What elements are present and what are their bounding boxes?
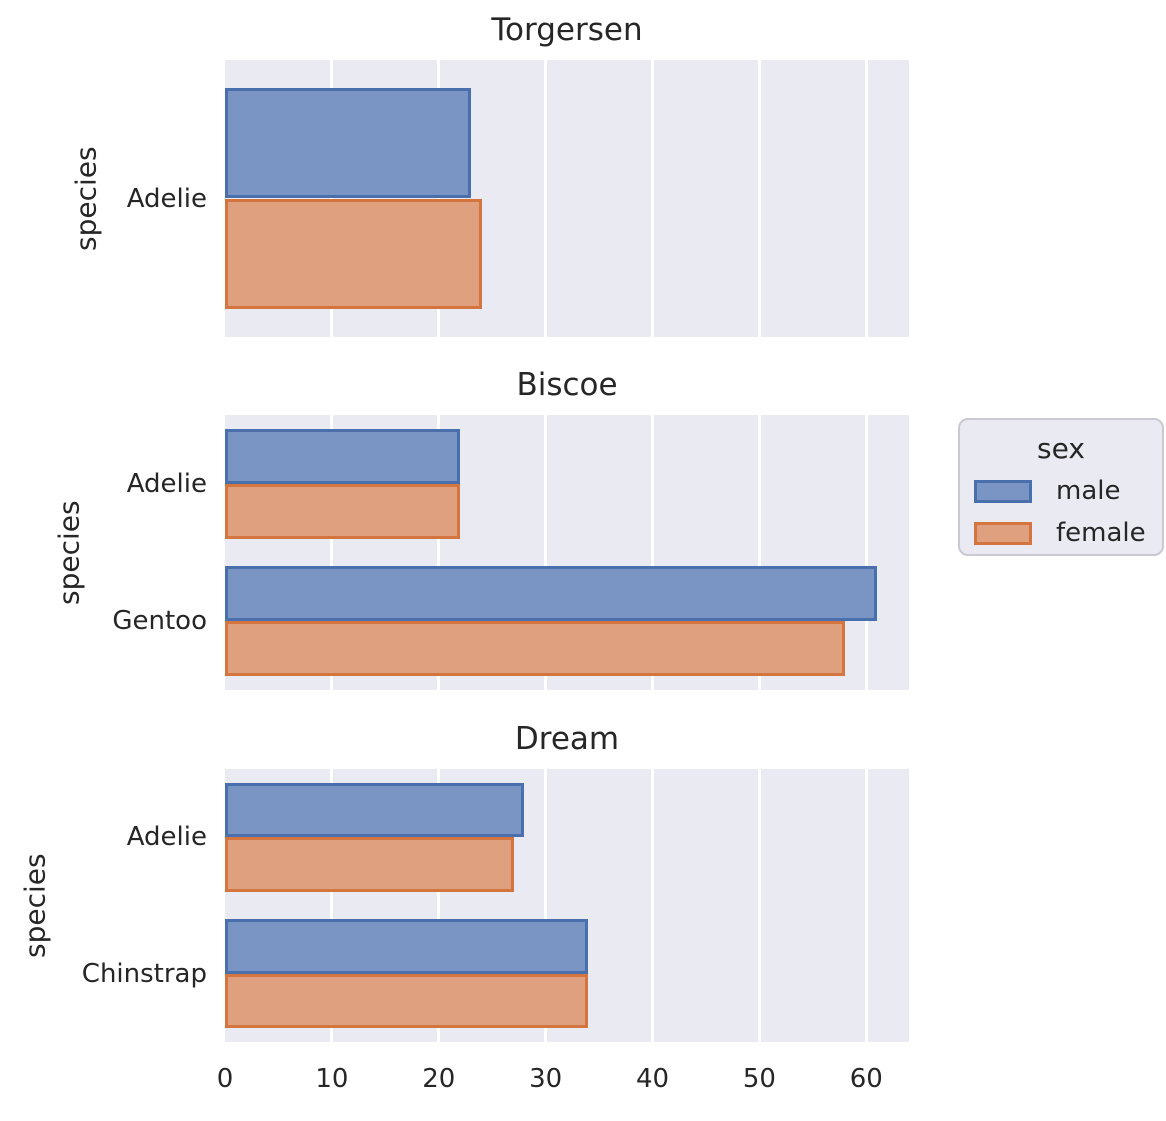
xtick-label-50: 50 bbox=[742, 1064, 776, 1094]
female-swatch-icon bbox=[974, 521, 1032, 545]
gridline-x40 bbox=[651, 415, 654, 690]
gridline-x40 bbox=[651, 60, 654, 337]
subplot-title-dream: Dream bbox=[514, 721, 620, 757]
xtick-label-40: 40 bbox=[635, 1064, 670, 1094]
gridline-x50 bbox=[757, 60, 761, 337]
gridline-x60 bbox=[864, 415, 868, 690]
ytick-dream-chinstrap: Chinstrap bbox=[81, 959, 207, 989]
xtick-label-30: 30 bbox=[529, 1064, 563, 1094]
ylabel-biscoe: species bbox=[52, 500, 86, 605]
gridline-x30 bbox=[544, 415, 548, 690]
gridline-x20 bbox=[437, 769, 441, 1042]
bar-dream-chinstrap-female bbox=[225, 973, 589, 1029]
gridline-x20 bbox=[437, 415, 441, 690]
gridline-x10 bbox=[330, 415, 334, 690]
bar-biscoe-adelie-male bbox=[225, 428, 461, 484]
ytick-biscoe-gentoo: Gentoo bbox=[112, 606, 207, 636]
ytick-dream-adelie: Adelie bbox=[126, 822, 207, 852]
gridline-x30 bbox=[544, 769, 548, 1042]
bar-dream-adelie-male bbox=[225, 782, 525, 838]
bar-torgersen-adelie-male bbox=[225, 87, 471, 199]
gridline-x60 bbox=[864, 769, 868, 1042]
axes-torgersen bbox=[225, 60, 909, 337]
ylabel-dream: species bbox=[18, 853, 52, 958]
ylabel-torgersen: species bbox=[69, 146, 103, 251]
legend-label-female: female bbox=[1056, 518, 1146, 548]
bar-biscoe-gentoo-male bbox=[225, 566, 877, 622]
gridline-x50 bbox=[757, 769, 761, 1042]
gridline-x50 bbox=[757, 415, 761, 690]
bar-dream-adelie-female bbox=[225, 837, 514, 892]
legend-title: sex bbox=[1037, 432, 1085, 465]
legend-entry-female: female bbox=[974, 516, 1148, 550]
xtick-label-60: 60 bbox=[849, 1064, 883, 1094]
ytick-torgersen-adelie: Adelie bbox=[126, 184, 207, 214]
male-swatch-icon bbox=[974, 479, 1032, 503]
ytick-biscoe-adelie: Adelie bbox=[126, 469, 207, 499]
bar-biscoe-adelie-female bbox=[225, 483, 461, 539]
subplot-title-biscoe: Biscoe bbox=[516, 367, 618, 403]
gridline-x40 bbox=[651, 769, 654, 1042]
gridline-x60 bbox=[864, 60, 868, 337]
axes-biscoe bbox=[225, 415, 909, 690]
axes-dream bbox=[225, 769, 909, 1042]
xtick-label-20: 20 bbox=[422, 1064, 456, 1094]
gridline-x30 bbox=[544, 60, 548, 337]
legend-box: sex male female bbox=[958, 418, 1164, 556]
gridline-x10 bbox=[330, 769, 334, 1042]
bar-torgersen-adelie-female bbox=[225, 198, 482, 310]
bar-dream-chinstrap-male bbox=[225, 919, 589, 974]
xtick-label-10: 10 bbox=[315, 1064, 349, 1094]
xtick-label-0: 0 bbox=[216, 1064, 234, 1094]
subplot-title-torgersen: Torgersen bbox=[491, 12, 643, 48]
bar-biscoe-gentoo-female bbox=[225, 621, 845, 677]
legend-label-male: male bbox=[1056, 476, 1121, 506]
legend-entry-male: male bbox=[974, 474, 1148, 508]
